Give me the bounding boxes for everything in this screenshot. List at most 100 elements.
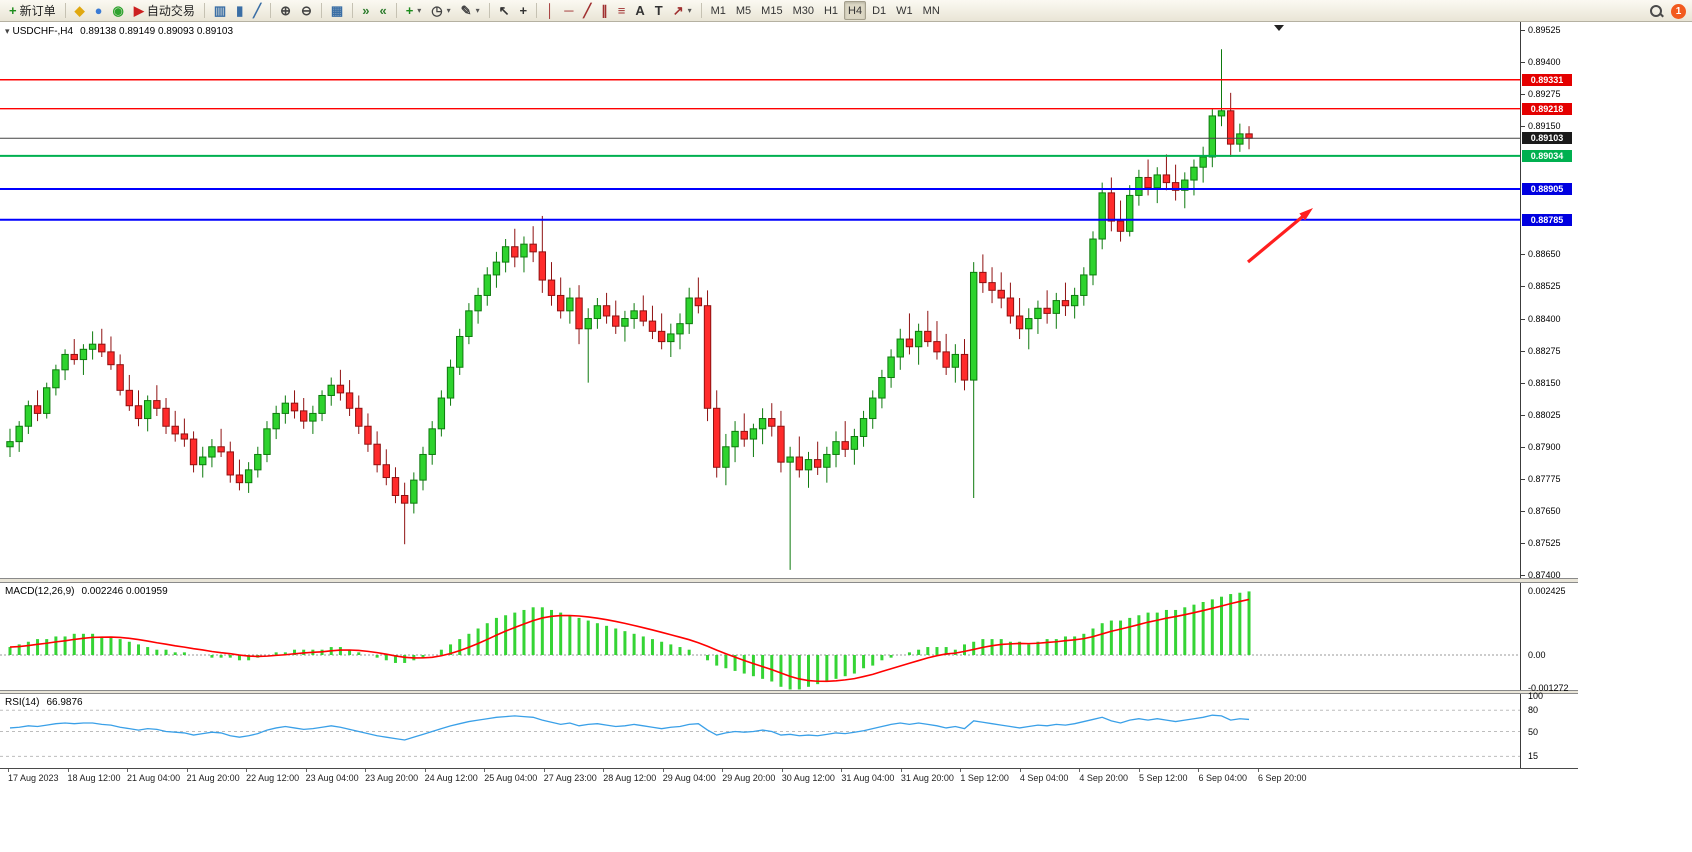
candle-body xyxy=(924,330,932,343)
equidistant-channel-icon[interactable]: ∥ xyxy=(597,1,612,20)
profiles-icon[interactable]: ● xyxy=(91,1,107,20)
timeframe-mn[interactable]: MN xyxy=(919,1,944,20)
candle-body xyxy=(795,456,804,471)
search-icon[interactable] xyxy=(1649,4,1663,18)
candle-body xyxy=(98,343,106,353)
toolbar-right: 1 xyxy=(1649,0,1686,22)
price-tick-mark xyxy=(1521,254,1525,256)
macd-label: MACD(12,26,9) 0.002246 0.001959 xyxy=(5,586,168,597)
candle xyxy=(786,446,794,570)
cursor-icon[interactable]: ↖ xyxy=(495,1,514,20)
candle-body xyxy=(1107,192,1116,222)
price-tick-label: 0.87650 xyxy=(1528,505,1561,516)
tile-windows-icon[interactable]: ▦ xyxy=(327,1,347,20)
candle-body xyxy=(1098,192,1106,240)
bar-chart-icon[interactable]: ▥ xyxy=(210,1,230,20)
crosshair-icon[interactable]: + xyxy=(515,1,531,20)
text-label-icon[interactable]: T xyxy=(651,1,667,20)
candle-body xyxy=(1034,307,1042,320)
periods-button[interactable]: ◷ ▾ xyxy=(427,1,454,20)
timeframe-h1[interactable]: H1 xyxy=(820,1,842,20)
candle-body xyxy=(768,418,776,427)
new-order-button[interactable]: + 新订单 xyxy=(5,1,60,20)
new-order-button-label: 新订单 xyxy=(19,4,56,18)
timeframe-w1[interactable]: W1 xyxy=(892,1,917,20)
dropdown-caret-icon: ▾ xyxy=(687,6,692,15)
candle xyxy=(1070,287,1079,319)
community-icon[interactable]: ◉ xyxy=(108,1,127,20)
price-tick-mark xyxy=(1521,574,1525,576)
chart-shift-icon[interactable]: « xyxy=(375,1,390,20)
candle xyxy=(1208,108,1217,168)
chart-collapse-icon[interactable]: ▾ xyxy=(5,26,10,36)
candle-body xyxy=(107,351,115,366)
panel-separator-rsi[interactable] xyxy=(0,690,1578,694)
autotrading-button[interactable]: ▶ 自动交易 xyxy=(130,1,199,20)
candle-body xyxy=(272,412,280,430)
market-watch-icon[interactable]: ◆ xyxy=(71,1,89,20)
zoom-in-icon[interactable]: ⊕ xyxy=(276,1,295,20)
candle xyxy=(180,418,189,447)
time-label: 29 Aug 04:00 xyxy=(662,773,716,783)
timeframe-m5[interactable]: M5 xyxy=(732,1,755,20)
timeframe-m1[interactable]: M1 xyxy=(707,1,730,20)
candle-body xyxy=(336,384,345,394)
candle xyxy=(1025,308,1033,350)
candle-body xyxy=(1006,297,1015,317)
candle-body xyxy=(1015,315,1024,330)
candle xyxy=(1043,290,1051,324)
timeframe-h4[interactable]: H4 xyxy=(844,1,867,20)
time-label: 21 Aug 20:00 xyxy=(186,773,240,783)
timeframe-m15[interactable]: M15 xyxy=(757,1,786,20)
macd-values: 0.002246 0.001959 xyxy=(81,586,168,597)
candle-body xyxy=(547,279,556,296)
time-label: 6 Sep 04:00 xyxy=(1198,773,1248,783)
timeframe-m1-label: M1 xyxy=(710,4,726,17)
candle-body xyxy=(997,289,1005,299)
candle-body xyxy=(749,428,758,440)
candle xyxy=(547,262,556,306)
horizontal-line-icon[interactable]: ─ xyxy=(560,1,577,20)
candle-body xyxy=(281,402,290,414)
chart-title: ▾ USDCHF-,H4 0.89138 0.89149 0.89093 0.891… xyxy=(5,26,233,37)
scroll-anchor-marker[interactable] xyxy=(1274,25,1284,31)
candle-body xyxy=(602,305,611,317)
text-icon[interactable]: A xyxy=(631,1,648,20)
indicators-button[interactable]: + ▾ xyxy=(402,1,426,20)
text-icon-icon: A xyxy=(635,3,645,18)
candle xyxy=(52,364,60,396)
timeframe-m30[interactable]: M30 xyxy=(789,1,818,20)
candle xyxy=(979,254,987,293)
candle xyxy=(575,285,583,345)
cursor-icon-icon: ↖ xyxy=(498,3,510,18)
timeframe-d1[interactable]: D1 xyxy=(868,1,890,20)
auto-scroll-icon[interactable]: » xyxy=(358,1,373,20)
candle xyxy=(639,295,647,327)
new-order-icon: + xyxy=(9,3,17,18)
candle xyxy=(630,303,638,329)
zoom-out-icon[interactable]: ⊖ xyxy=(297,1,316,20)
fibonacci-icon[interactable]: ≡ xyxy=(614,1,630,20)
notification-badge[interactable]: 1 xyxy=(1671,3,1686,19)
candle-body xyxy=(676,323,684,335)
candlestick-chart-icon[interactable]: ▮ xyxy=(232,1,247,20)
vertical-line-icon[interactable]: │ xyxy=(542,1,558,20)
candle xyxy=(731,421,739,463)
arrow-object-line[interactable] xyxy=(1246,213,1306,264)
arrows-button[interactable]: ↗ ▾ xyxy=(669,1,696,20)
candle xyxy=(492,251,501,288)
toolbar-separator xyxy=(203,3,205,18)
candle xyxy=(272,405,280,440)
arrow-object-head[interactable] xyxy=(1299,208,1313,221)
line-chart-icon[interactable]: ╱ xyxy=(249,1,265,20)
candle xyxy=(887,349,895,388)
templates-button[interactable]: ✎ ▾ xyxy=(457,1,484,20)
toolbar-groups: + 新订单 ◆ ● ◉ ▶ 自动交易 ▥ ▮ ╱ ⊕ ⊖ ▦» «+ ▾ ◷ ▾ ✎ ▾ ↖ + │ ─ ╱ ∥ ≡ A T ↗ ▾ M1 M… xyxy=(4,1,945,20)
time-tick-mark xyxy=(781,769,783,772)
panel-separator-macd[interactable] xyxy=(0,578,1578,583)
trendline-icon[interactable]: ╱ xyxy=(579,1,595,20)
candle-body xyxy=(1126,194,1134,232)
candle xyxy=(1199,146,1207,183)
candle xyxy=(483,267,491,306)
